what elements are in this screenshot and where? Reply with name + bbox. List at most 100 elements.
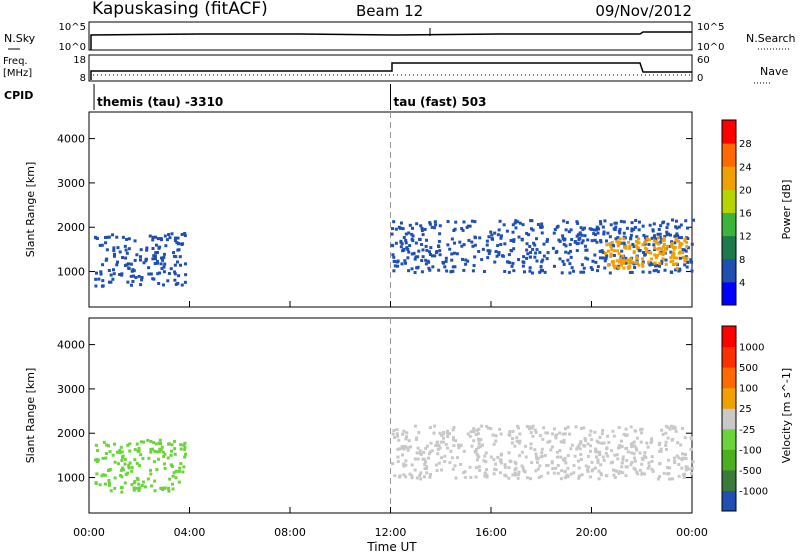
echo-cell [107, 481, 111, 485]
cpid-segment-label: themis (tau) -3310 [97, 95, 223, 109]
echo-cell [621, 455, 625, 459]
echo-cell [176, 242, 180, 246]
echo-cell [101, 263, 105, 267]
y-tick-label: 2000 [57, 221, 85, 234]
echo-cell [633, 265, 637, 269]
echo-cell [443, 265, 447, 269]
echo-cell [574, 425, 578, 429]
echo-cell [184, 273, 188, 277]
echo-cell [419, 477, 423, 481]
echo-cell [568, 249, 572, 253]
echo-cell [545, 239, 549, 243]
echo-cell [669, 250, 673, 254]
echo-cell [410, 267, 414, 271]
nsky-tick-bottom: 10^0 [59, 42, 86, 53]
echo-cell [646, 466, 650, 470]
echo-cell [402, 429, 406, 433]
echo-cell [108, 468, 112, 472]
echo-cell [497, 253, 501, 257]
echo-cell [126, 280, 130, 284]
echo-cell [403, 261, 407, 265]
echo-cell [496, 233, 500, 237]
echo-cell [581, 227, 585, 231]
echo-cell [511, 261, 515, 265]
echo-cell [512, 239, 516, 243]
echo-cell [652, 243, 656, 247]
echo-cell [672, 247, 676, 251]
echo-cell [603, 219, 607, 223]
echo-cell [601, 250, 605, 254]
echo-cell [121, 466, 125, 470]
echo-cell [580, 233, 584, 237]
echo-cell [573, 454, 577, 458]
echo-cell [113, 486, 117, 490]
echo-cell [598, 256, 602, 260]
echo-cell [425, 465, 429, 469]
echo-cell [478, 468, 482, 472]
echo-cell [623, 236, 627, 240]
echo-cell [647, 238, 651, 242]
echo-cell [424, 446, 428, 450]
echo-cell [525, 231, 529, 235]
echo-cell [689, 260, 693, 264]
echo-cell [542, 426, 546, 430]
echo-cell [568, 432, 572, 436]
echo-cell [508, 261, 512, 265]
echo-cell [674, 429, 678, 433]
echo-cell [590, 227, 594, 231]
echo-cell [562, 219, 566, 223]
echo-cell [183, 441, 187, 445]
echo-cell [540, 260, 544, 264]
echo-cell [178, 466, 182, 470]
echo-cell [417, 249, 421, 253]
echo-cell [594, 449, 598, 453]
echo-cell [689, 258, 693, 262]
echo-cell [405, 246, 409, 250]
echo-cell [605, 239, 609, 243]
echo-cell [125, 251, 129, 255]
echo-cell [679, 223, 683, 227]
freq-tick-bottom: 8 [80, 73, 86, 84]
echo-cell [450, 258, 454, 262]
echo-cell [418, 449, 422, 453]
echo-cell [671, 241, 675, 245]
colorbar-tick-label: -1000 [739, 486, 768, 497]
colorbar-tick-label: 25 [739, 404, 752, 415]
echo-cell [657, 246, 661, 250]
echo-cell [626, 450, 630, 454]
echo-cell [661, 432, 665, 436]
echo-cell [413, 468, 417, 472]
echo-cell [546, 464, 550, 468]
echo-cell [521, 223, 525, 227]
echo-cell [124, 256, 128, 260]
echo-cell [635, 256, 639, 260]
echo-cell [102, 440, 106, 444]
echo-cell [671, 253, 675, 257]
echo-cell [183, 455, 187, 459]
echo-cell [635, 240, 639, 244]
echo-cell [463, 470, 467, 474]
echo-cell [669, 424, 673, 428]
echo-cell [148, 234, 152, 238]
echo-cell [135, 442, 139, 446]
echo-cell [622, 237, 626, 241]
echo-cell [621, 458, 625, 462]
echo-cell [94, 284, 98, 288]
echo-cell [686, 246, 690, 250]
echo-cell [153, 262, 157, 266]
echo-cell [620, 249, 624, 253]
echo-cell [595, 439, 599, 443]
echo-cell [619, 439, 623, 443]
echo-cell [402, 462, 406, 466]
echo-cell [635, 255, 639, 259]
echo-cell [507, 432, 511, 436]
echo-cell [586, 257, 590, 261]
echo-cell [420, 259, 424, 263]
echo-cell [673, 245, 677, 249]
echo-cell [582, 266, 586, 270]
echo-cell [609, 245, 613, 249]
echo-cell [576, 445, 580, 449]
echo-cell [641, 458, 645, 462]
echo-cell [553, 228, 557, 232]
time-axis: 00:00 04:00 08:00 12:00 16:00 20:00 00:00 [73, 301, 708, 539]
